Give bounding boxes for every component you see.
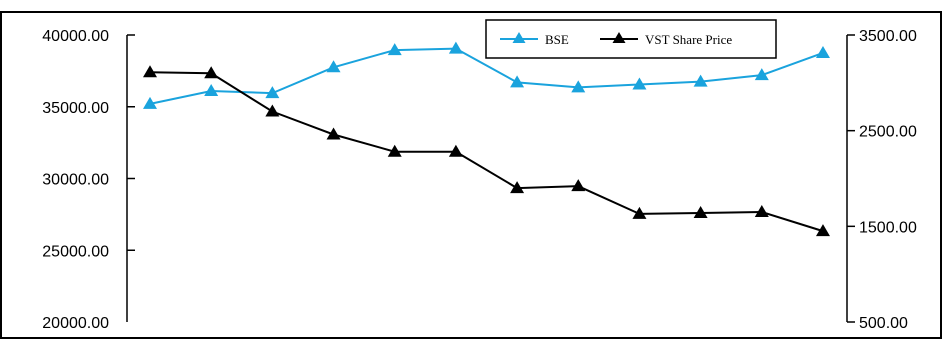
left-tick-label: 35000.00 (42, 100, 109, 117)
series-bse (143, 41, 830, 109)
legend-label-bse: BSE (545, 32, 569, 47)
left-tick-label: 25000.00 (42, 243, 109, 260)
right-axis-ticks: 3500.00 2500.00 1500.00 500.00 (847, 28, 917, 332)
right-tick-label: 2500.00 (859, 124, 917, 141)
data-point-vst-share-price (632, 206, 647, 219)
legend: BSE VST Share Price (485, 19, 777, 59)
legend-label-vst: VST Share Price (645, 32, 732, 47)
data-point-vst-share-price (204, 66, 219, 79)
data-point-bse (571, 80, 586, 93)
series-layer (143, 41, 830, 237)
series-line-bse (149, 47, 824, 105)
legend-marker-bse (512, 32, 526, 43)
series-line-vst-share-price (149, 71, 824, 233)
right-tick-label: 3500.00 (859, 28, 917, 45)
data-point-bse (326, 60, 341, 73)
data-point-vst-share-price (143, 65, 157, 78)
left-tick-label: 20000.00 (42, 315, 109, 332)
right-tick-label: 1500.00 (859, 219, 917, 236)
data-point-bse (265, 86, 280, 99)
data-point-vst-share-price (693, 205, 708, 218)
data-point-bse (693, 74, 708, 87)
data-point-vst-share-price (326, 127, 341, 140)
data-point-vst-share-price (265, 104, 280, 117)
data-point-bse (204, 83, 219, 96)
data-point-bse (815, 45, 830, 58)
data-point-vst-share-price (448, 144, 463, 157)
series-vst-share-price (143, 65, 830, 237)
data-point-bse (510, 75, 525, 88)
data-point-bse (143, 96, 157, 109)
data-point-vst-share-price (754, 204, 769, 217)
right-tick-label: 500.00 (859, 315, 908, 332)
legend-marker-vst (612, 32, 626, 43)
data-point-vst-share-price (815, 224, 830, 237)
left-tick-label: 40000.00 (42, 28, 109, 45)
chart-border (0, 11, 942, 339)
data-point-vst-share-price (510, 181, 525, 194)
data-point-vst-share-price (571, 179, 586, 192)
data-point-bse (754, 68, 769, 81)
left-tick-label: 30000.00 (42, 172, 109, 189)
data-point-vst-share-price (387, 144, 402, 157)
data-point-bse (387, 43, 402, 56)
data-point-bse (448, 41, 463, 54)
left-axis-ticks: 40000.00 35000.00 30000.00 25000.00 20000.00 (42, 28, 135, 332)
data-point-bse (632, 77, 647, 90)
